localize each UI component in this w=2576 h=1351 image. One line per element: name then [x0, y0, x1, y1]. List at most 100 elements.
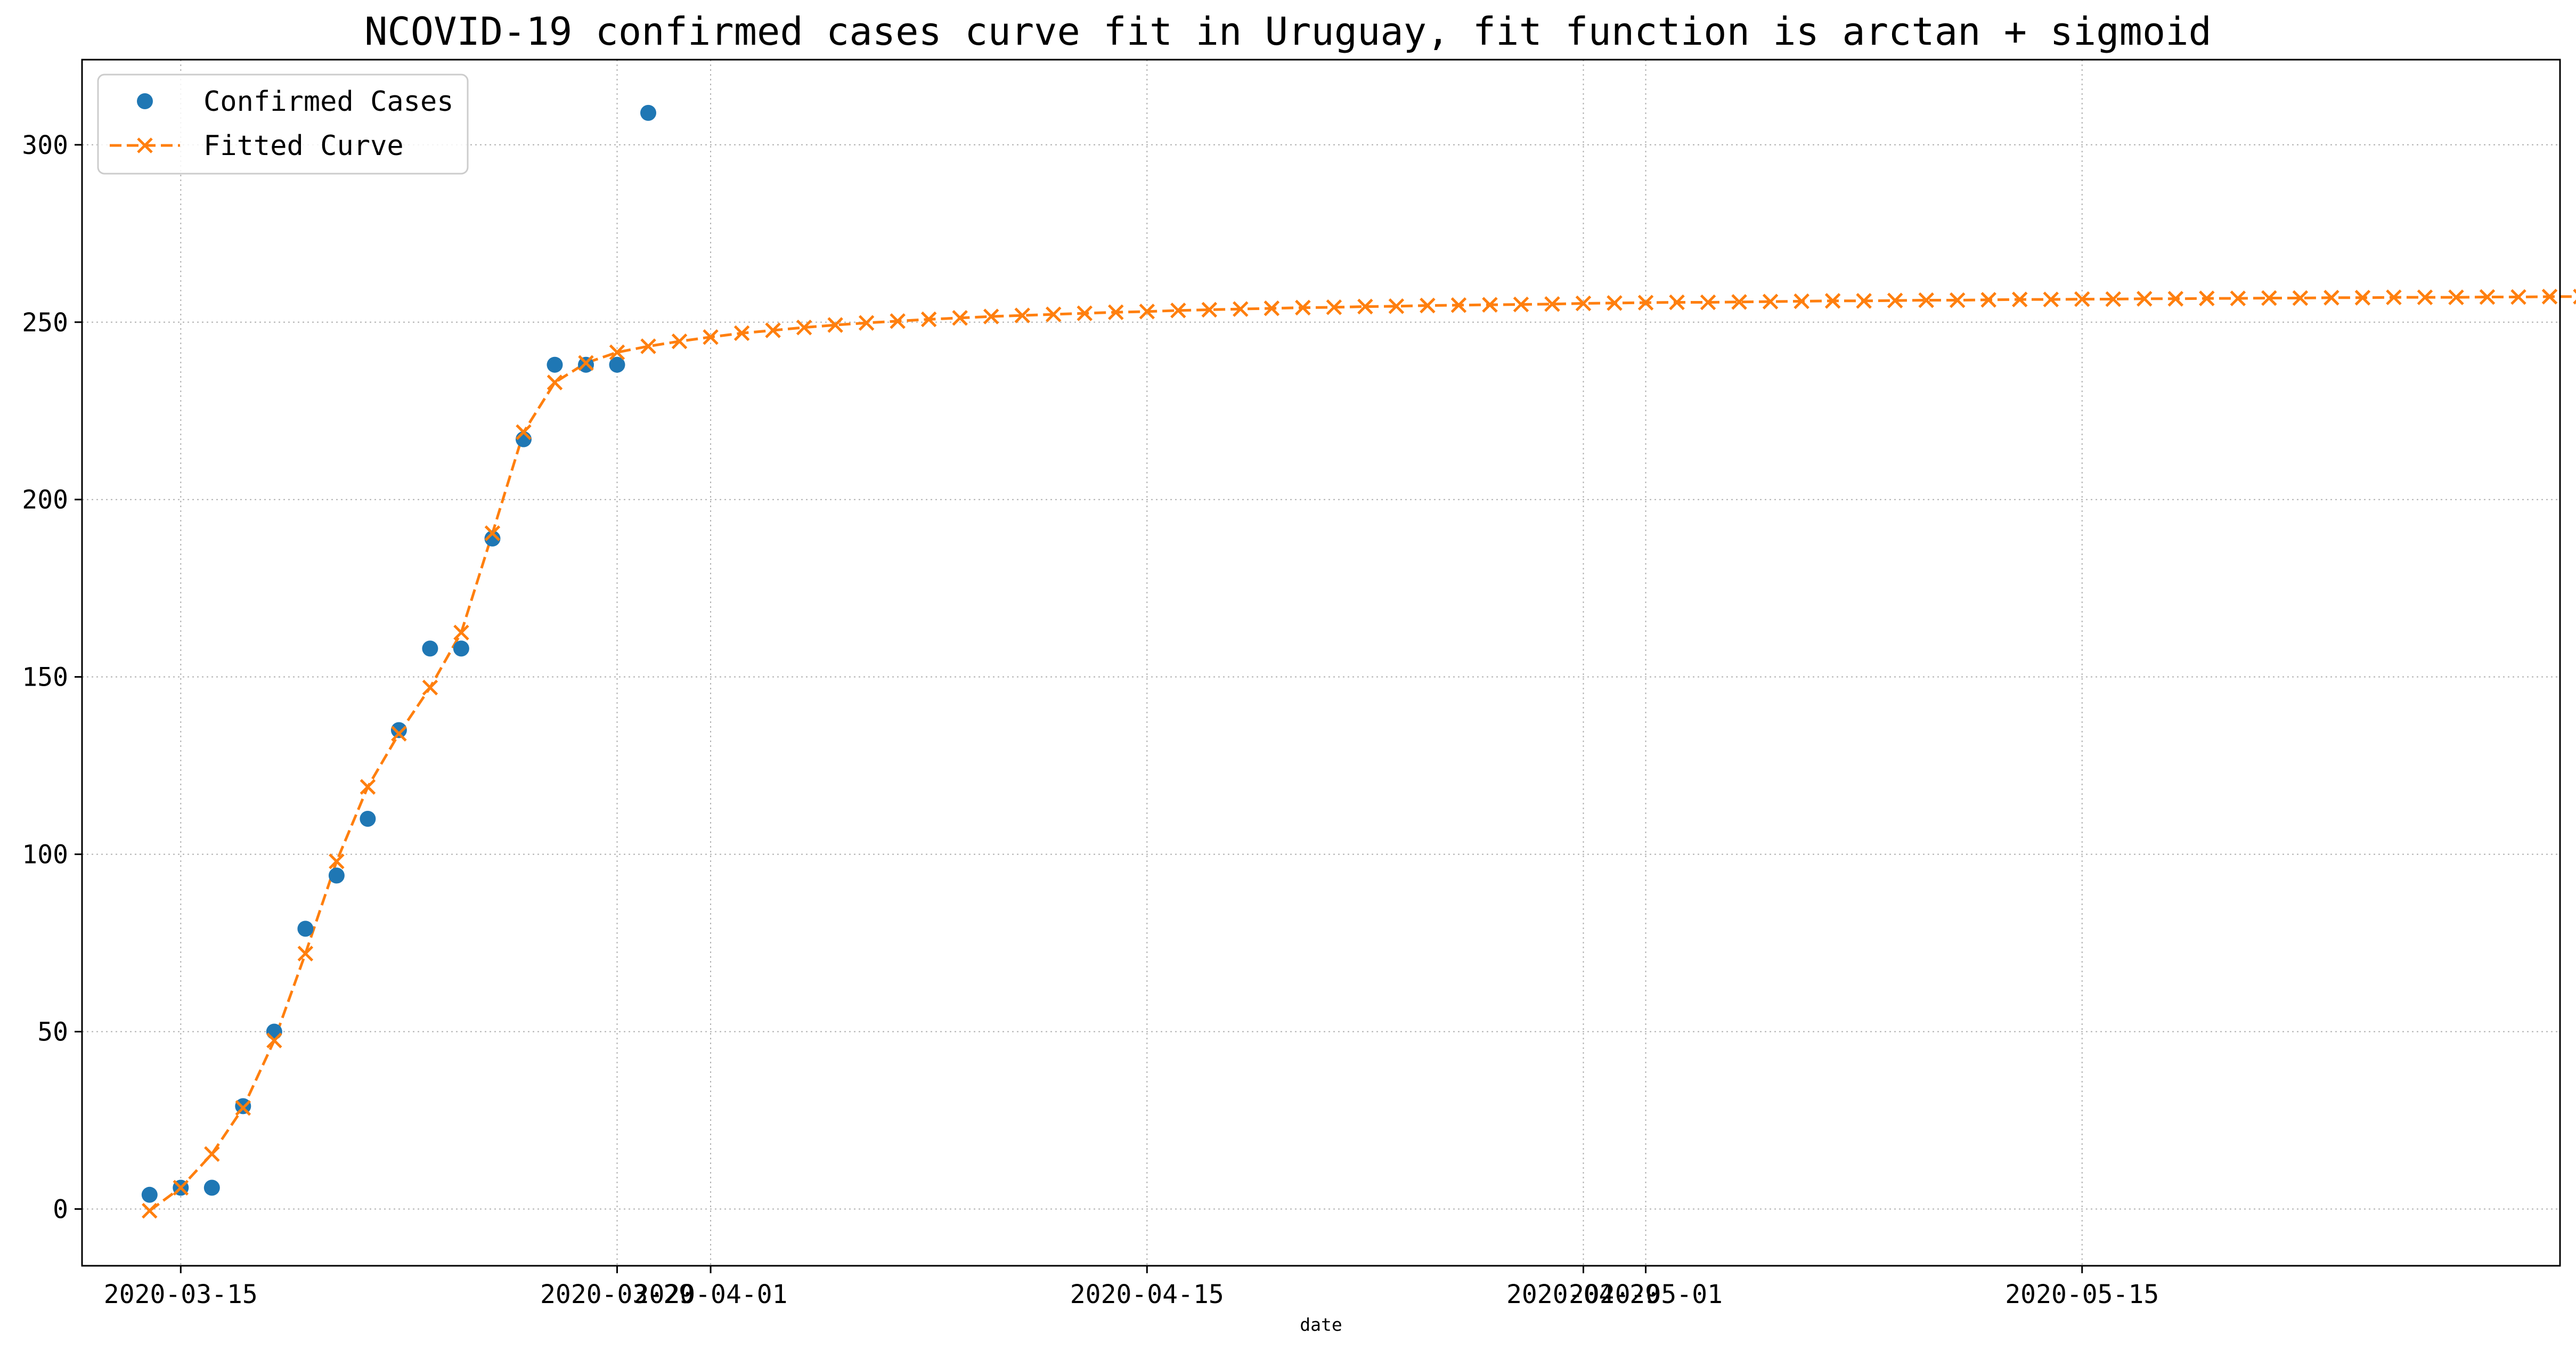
confirmed-cases-point: [547, 356, 563, 373]
fitted-curve-point: [1450, 297, 1467, 313]
fitted-curve-point: [2199, 290, 2215, 306]
legend-label-fitted-curve: Fitted Curve: [203, 130, 404, 162]
y-tick-label: 150: [22, 663, 68, 693]
fitted-curve-marker-layer: [142, 289, 2576, 1219]
fitted-curve-point: [484, 525, 501, 541]
fitted-curve-point: [2479, 289, 2496, 305]
fitted-curve-point: [765, 322, 781, 338]
confirmed-cases-point: [360, 811, 376, 827]
fitted-curve-point: [2510, 289, 2526, 305]
fitted-curve-point: [453, 624, 469, 641]
fitted-curve-point: [1856, 293, 1872, 309]
y-tick-label: 200: [22, 485, 68, 515]
fitted-curve-point: [1794, 293, 1809, 310]
y-tick-label: 0: [53, 1194, 68, 1224]
fitted-curve-point: [1014, 307, 1030, 323]
y-tick-label: 50: [37, 1018, 68, 1047]
fitted-curve-point: [2417, 289, 2433, 305]
x-tick-label: 2020-05-15: [2005, 1280, 2159, 1309]
fitted-curve-point: [2386, 289, 2402, 305]
chart-title: NCOVID-19 confirmed cases curve fit in U…: [364, 9, 2212, 54]
fitted-curve-point: [1544, 296, 1560, 312]
fitted-curve-point: [920, 311, 937, 328]
fitted-curve-point: [391, 726, 407, 742]
x-axis-label: date: [1300, 1314, 1342, 1335]
fitted-curve-point: [1762, 294, 1779, 310]
fitted-curve-point: [796, 319, 812, 336]
confirmed-cases-point: [203, 1179, 220, 1196]
fitted-curve-point: [2324, 290, 2339, 306]
fitted-curve-point: [1700, 294, 1716, 311]
fitted-curve-point: [640, 338, 656, 354]
fitted-curve-point: [671, 333, 688, 349]
x-tick-label: 2020-04-01: [634, 1280, 788, 1309]
fitted-curve-line-layer: [149, 295, 2576, 1212]
fitted-curve-point: [2573, 289, 2576, 305]
fitted-curve-point: [1607, 295, 1623, 311]
x-tick-label: 2020-03-15: [104, 1280, 258, 1309]
fitted-curve-point: [1482, 297, 1498, 313]
fitted-curve-point: [1108, 304, 1124, 320]
fitted-curve-point: [1669, 294, 1685, 311]
fitted-curve-point: [297, 946, 314, 962]
fitted-curve-point: [235, 1100, 251, 1116]
fitted-curve-point: [1824, 293, 1841, 309]
confirmed-cases-layer: [141, 104, 656, 1203]
fitted-curve-point: [1263, 300, 1280, 316]
fitted-curve-point: [516, 424, 532, 440]
x-tick-label: 2020-05-01: [1569, 1280, 1723, 1309]
fitted-curve-point: [2292, 290, 2309, 306]
fitted-curve-point: [1326, 299, 1342, 315]
fitted-curve-point: [142, 1203, 158, 1219]
fitted-curve-point: [983, 308, 999, 324]
fitted-curve-point: [578, 355, 594, 371]
legend: Confirmed Cases Fitted Curve: [97, 74, 469, 175]
confirmed-cases-point: [484, 530, 501, 547]
y-tick-label: 300: [22, 131, 68, 160]
fitted-curve-point: [1637, 295, 1654, 311]
fitted-curve-point: [2011, 291, 2028, 307]
x-tick-label: 2020-03-29: [540, 1280, 694, 1309]
fitted-curve-point: [827, 317, 843, 333]
fitted-curve-point: [1295, 299, 1311, 316]
fitted-curve-line: [149, 295, 2576, 1212]
fitted-curve-point: [1887, 292, 1903, 308]
fitted-curve-point: [1201, 302, 1218, 318]
confirmed-cases-point: [640, 104, 656, 121]
fitted-curve-point: [858, 315, 875, 331]
confirmed-cases-point: [390, 722, 407, 738]
fitted-curve-point: [2230, 290, 2246, 306]
fitted-curve-point: [952, 310, 968, 326]
fitted-curve-point: [2448, 289, 2464, 305]
fitted-curve-point: [547, 375, 563, 390]
fitted-curve-point: [1388, 298, 1405, 314]
y-tick-label: 250: [22, 308, 68, 338]
fitted-curve-point: [1949, 292, 1966, 308]
fitted-curve-point: [703, 329, 719, 345]
legend-marker-fitted-curve: [137, 137, 153, 153]
fitted-curve-point: [2261, 290, 2277, 306]
y-tick-label: 100: [22, 840, 68, 870]
fitted-curve-point: [733, 325, 750, 341]
fitted-curve-point: [1233, 301, 1249, 317]
fitted-curve-point: [1575, 295, 1592, 312]
plot-frame: [81, 59, 2561, 1267]
fitted-curve-point: [2074, 291, 2090, 307]
fitted-curve-point: [266, 1032, 282, 1048]
fitted-curve-point: [2541, 289, 2558, 305]
x-tick-label: 2020-04-29: [1506, 1280, 1660, 1309]
fitted-curve-point: [204, 1146, 220, 1162]
confirmed-cases-point: [328, 867, 345, 884]
fitted-curve-point: [890, 313, 906, 329]
legend-label-confirmed-cases: Confirmed Cases: [203, 86, 454, 118]
fitted-curve-point: [1513, 296, 1529, 313]
legend-frame: [97, 74, 469, 175]
confirmed-cases-point: [266, 1023, 282, 1040]
fitted-curve-point: [1077, 305, 1093, 321]
fitted-curve-point: [1170, 303, 1186, 319]
grid: [82, 60, 2560, 1266]
fitted-curve-point: [329, 853, 345, 869]
fitted-curve-point: [1139, 304, 1155, 320]
